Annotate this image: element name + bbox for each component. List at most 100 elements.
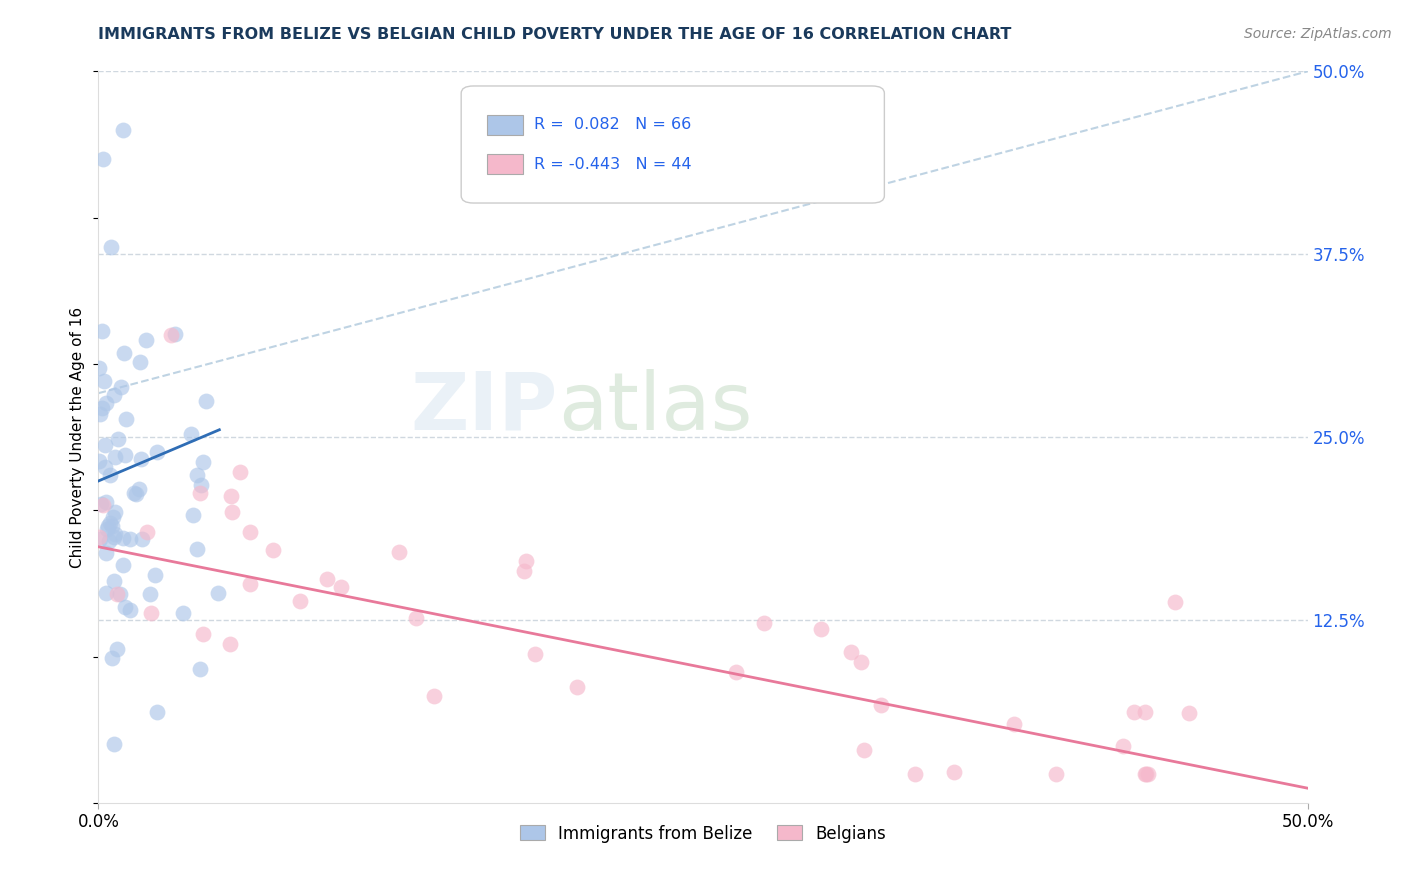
Point [165,326,187,341]
Point [191,626,214,640]
Point [101,519,124,533]
Point [105,587,128,601]
Text: atlas: atlas [558,368,752,447]
Point [1122,705,1144,719]
FancyBboxPatch shape [486,154,523,175]
Point [104,505,127,519]
Point [513,564,536,578]
Point [422,689,444,703]
Point [870,698,893,712]
Point [172,607,194,621]
Text: IMMIGRANTS FROM BELIZE VS BELGIAN CHILD POVERTY UNDER THE AGE OF 16 CORRELATION : IMMIGRANTS FROM BELIZE VS BELGIAN CHILD … [98,27,1012,42]
Point [93,438,115,452]
Point [195,393,218,408]
Point [1045,766,1067,780]
Point [288,594,311,608]
Point [128,483,150,497]
Point [104,450,127,464]
Point [114,448,136,462]
Point [849,655,872,669]
Point [239,524,262,539]
Text: Source: ZipAtlas.com: Source: ZipAtlas.com [1244,27,1392,41]
Point [103,574,125,588]
Point [107,432,129,446]
Point [315,572,337,586]
Point [129,451,152,466]
Point [186,541,208,556]
Point [131,532,153,546]
Point [89,407,111,421]
Point [94,546,117,560]
Point [853,743,876,757]
Point [87,454,110,468]
Point [191,455,214,469]
Point [229,465,252,479]
Point [207,585,229,599]
Point [1133,766,1156,780]
Point [112,558,135,573]
Point [105,642,128,657]
Point [239,577,262,591]
Point [136,524,159,539]
Point [143,568,166,582]
Point [1135,766,1157,780]
Point [94,396,117,410]
Point [810,622,832,636]
Point [91,152,114,166]
Point [188,485,211,500]
Point [94,494,117,508]
Point [565,681,588,695]
Text: ZIP: ZIP [411,368,558,447]
Point [146,445,169,459]
Point [190,478,212,492]
Point [139,587,162,601]
Point [1002,717,1025,731]
Point [101,651,124,665]
Legend: Immigrants from Belize, Belgians: Immigrants from Belize, Belgians [513,818,893,849]
Point [135,334,157,348]
Point [221,505,243,519]
Point [262,543,284,558]
Point [1137,766,1160,780]
Point [87,530,110,544]
Point [114,599,136,614]
Point [1133,706,1156,720]
Point [103,527,125,541]
Text: R = -0.443   N = 44: R = -0.443 N = 44 [534,157,692,172]
Point [754,615,776,630]
Point [97,534,120,549]
Point [96,522,118,536]
Point [112,123,135,137]
Point [724,665,747,679]
Point [129,355,152,369]
Point [1164,595,1187,609]
Point [524,647,547,661]
Point [219,637,242,651]
Point [146,705,169,719]
Point [515,554,537,568]
Point [98,468,121,483]
FancyBboxPatch shape [486,114,523,135]
Point [94,586,117,600]
Point [94,459,117,474]
FancyBboxPatch shape [461,86,884,203]
Point [118,603,141,617]
Point [219,489,242,503]
Point [91,498,114,512]
Point [112,531,135,545]
Text: R =  0.082   N = 66: R = 0.082 N = 66 [534,117,690,132]
Point [181,508,204,522]
Point [103,737,125,751]
Point [89,532,111,546]
Point [90,497,112,511]
Point [141,606,163,620]
Point [405,611,427,625]
Point [186,467,208,482]
Point [87,361,110,376]
Point [103,388,125,402]
Point [839,644,862,658]
Point [97,519,120,533]
Point [122,486,145,500]
Point [180,427,202,442]
Point [188,662,211,676]
